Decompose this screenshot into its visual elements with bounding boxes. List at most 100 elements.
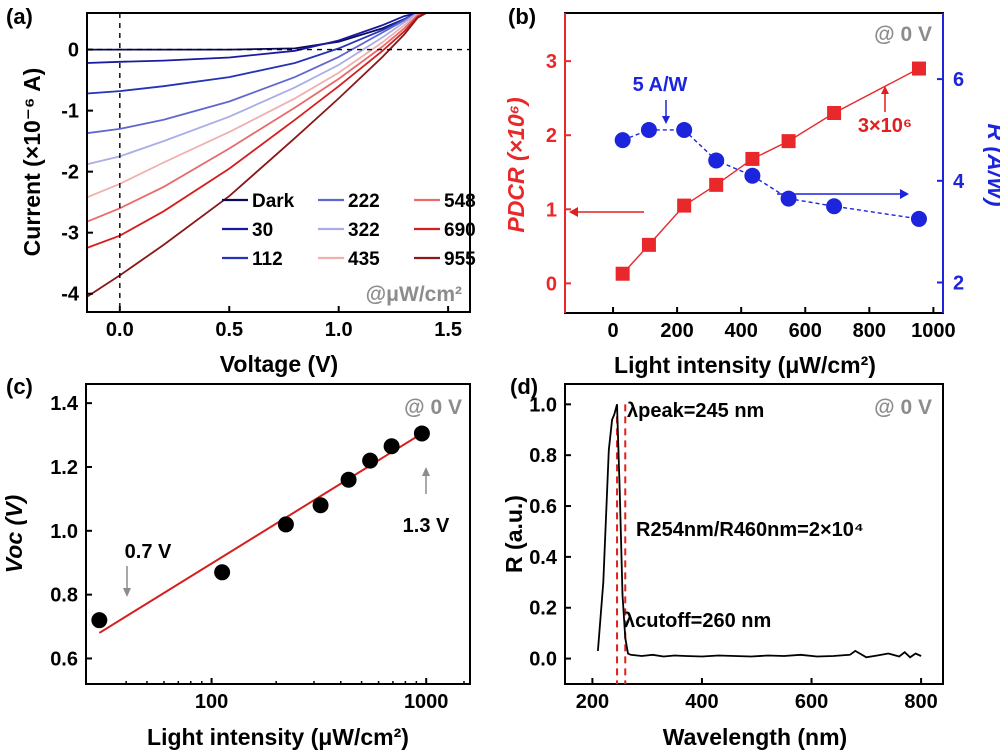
legend-label-322: 322 [348, 220, 380, 241]
panel-d-x-tick-label: 400 [685, 691, 718, 713]
panel-c-y-tick-label: 1.0 [50, 521, 78, 543]
panel-b-x-axis-label: Light intensity (μW/cm²) [614, 352, 876, 378]
panel-d-condition: @ 0 V [874, 396, 932, 419]
panel-b-responsivity-point [780, 190, 797, 207]
panel-b-responsivity-point [744, 167, 761, 184]
panel-a-y-axis-label: Current (×10⁻⁶ A) [19, 68, 45, 257]
panel-b-arrows [569, 86, 909, 217]
legend-label-Dark: Dark [252, 191, 295, 212]
panel-c-x-tick-label: 100 [195, 691, 228, 713]
panel-a-x-tick-label: 0.5 [215, 319, 243, 341]
panel-b-left-y-tick-label: 3 [546, 51, 557, 73]
panel-a-label: (a) [6, 4, 33, 29]
panel-b-pdcr-point [827, 106, 842, 120]
panel-a-series-line-112 [86, 12, 427, 95]
panel-a-frame [86, 12, 471, 313]
panel-b-pdcr-point [615, 266, 630, 281]
panel-b-series [614, 61, 927, 281]
panel-a-series-line-690 [86, 12, 427, 249]
panel-d-y-tick-label: 1.0 [529, 394, 557, 416]
panel-c-voc-point [277, 516, 294, 533]
panel-b-x-tick-label: 1000 [911, 320, 956, 342]
panel-d-y-tick-label: 0.0 [529, 649, 557, 671]
panel-c-y-axis-label: Voc (V) [1, 495, 27, 573]
panel-d-y-tick-label: 0.6 [529, 496, 557, 518]
panel-c-y-ticks: 0.6 0.8 1.0 1.2 1.4 [50, 393, 92, 670]
panel-a-series-line-548 [86, 12, 427, 223]
panel-d: (d) 200 400 600 800 0.0 0.2 0.4 0.6 0.8 1.0 Wave… [501, 374, 944, 750]
panel-d-x-axis-label: Wavelength (nm) [663, 724, 847, 750]
panel-c-voc-point [312, 497, 329, 514]
panel-d-y-tick-label: 0.2 [529, 598, 557, 620]
panel-b-left-y-axis-label: PDCR (×10⁶) [503, 97, 529, 232]
panel-b-x-tick-label: 800 [853, 320, 886, 342]
panel-a-series-line-30 [86, 12, 427, 64]
panel-b-x-tick-label: 600 [789, 320, 822, 342]
panel-c-x-ticks: 100 1000 [125, 678, 465, 713]
panel-d-x-ticks: 200 400 600 800 [576, 678, 938, 713]
panel-d-curve [597, 404, 922, 659]
panel-b-right-y-tick-label: 6 [953, 69, 964, 91]
panel-c-voc-point [91, 612, 108, 629]
panel-d-x-tick-label: 600 [795, 691, 828, 713]
panel-b-left-y-ticks: 0 1 2 3 [546, 51, 571, 295]
panel-c: (c) 100 1000 0.6 0.8 1.0 1.2 1.4 Light intens… [1, 374, 471, 750]
panel-b-pdcr-point [709, 177, 724, 192]
panel-d-y-axis-label: R (a.u.) [501, 495, 527, 573]
panel-d-annotation-cutoff: λcutoff=260 nm [624, 610, 771, 632]
panel-b-left-y-tick-label: 0 [546, 273, 557, 295]
panel-a-y-tick-label: 0 [68, 40, 79, 62]
panel-b-left-y-tick-label: 2 [546, 125, 557, 147]
panel-a-x-tick-label: 1.0 [325, 319, 353, 341]
panel-c-frame [85, 383, 471, 685]
panel-c-points [91, 425, 430, 629]
panel-b-label: (b) [508, 4, 536, 29]
panel-c-y-tick-label: 1.2 [50, 457, 78, 479]
panel-a: (a) 0.0 0.5 1.0 1.5 0 -1 -2 -3 -4 Voltage (V) C… [6, 4, 476, 377]
panel-a-x-tick-label: 0.0 [106, 319, 134, 341]
panel-d-annotation-peak: λpeak=245 nm [627, 400, 764, 422]
panel-b-responsivity-point [614, 132, 631, 149]
panel-b-responsivity-point [826, 198, 843, 215]
panel-a-x-ticks: 0.0 0.5 1.0 1.5 [106, 306, 462, 341]
panel-b-responsivity-point [708, 152, 725, 169]
panel-a-x-axis-label: Voltage (V) [220, 351, 338, 377]
panel-b-x-ticks: 0 200 400 600 800 1000 [607, 307, 956, 342]
legend-label-30: 30 [252, 220, 273, 241]
panel-c-annotation-low: 0.7 V [125, 541, 172, 563]
legend-label-690: 690 [444, 220, 476, 241]
panel-a-y-tick-label: -3 [61, 223, 79, 245]
panel-b-pdcr-point [911, 61, 926, 76]
panel-b-responsivity-point [910, 210, 927, 227]
panel-d-x-tick-label: 800 [904, 691, 937, 713]
panel-d-frame [564, 383, 944, 685]
panel-a-x-tick-label: 1.5 [434, 319, 462, 341]
panel-c-y-tick-label: 0.8 [50, 585, 78, 607]
panel-d-x-tick-label: 200 [576, 691, 609, 713]
panel-c-voc-point [214, 564, 231, 581]
panel-a-series-line-955 [86, 12, 427, 298]
panel-a-condition: @μW/cm² [366, 283, 462, 306]
panel-c-y-tick-label: 1.4 [50, 393, 79, 415]
panel-b-annotation-responsivity: 5 A/W [633, 74, 688, 96]
panel-b-condition: @ 0 V [874, 23, 932, 46]
panel-b-pdcr-point [641, 237, 656, 252]
panel-b-pdcr-point [745, 151, 760, 166]
panel-b-x-tick-label: 400 [724, 320, 757, 342]
panel-c-annotation-high: 1.3 V [403, 515, 450, 537]
panel-a-series-line-322 [86, 12, 427, 166]
panel-b-responsivity-point [640, 121, 657, 138]
panel-d-spectrum-line [597, 404, 922, 659]
panel-b-right-y-tick-label: 2 [953, 272, 964, 294]
panel-b-right-y-axis-label: R (A/W) [983, 123, 1000, 206]
panel-b-pdcr-point [781, 134, 796, 149]
legend-label-222: 222 [348, 191, 380, 212]
panel-a-guides [87, 13, 470, 312]
panel-b: (b) 0 200 400 600 800 1000 0 1 2 3 2 4 6 Light int… [503, 4, 1000, 378]
panel-d-y-ticks: 0.0 0.2 0.4 0.6 0.8 1.0 [529, 394, 571, 671]
panel-d-label: (d) [510, 374, 538, 399]
panel-c-voc-point [340, 471, 357, 488]
panel-a-curves [86, 12, 427, 298]
panel-c-condition: @ 0 V [404, 396, 462, 419]
